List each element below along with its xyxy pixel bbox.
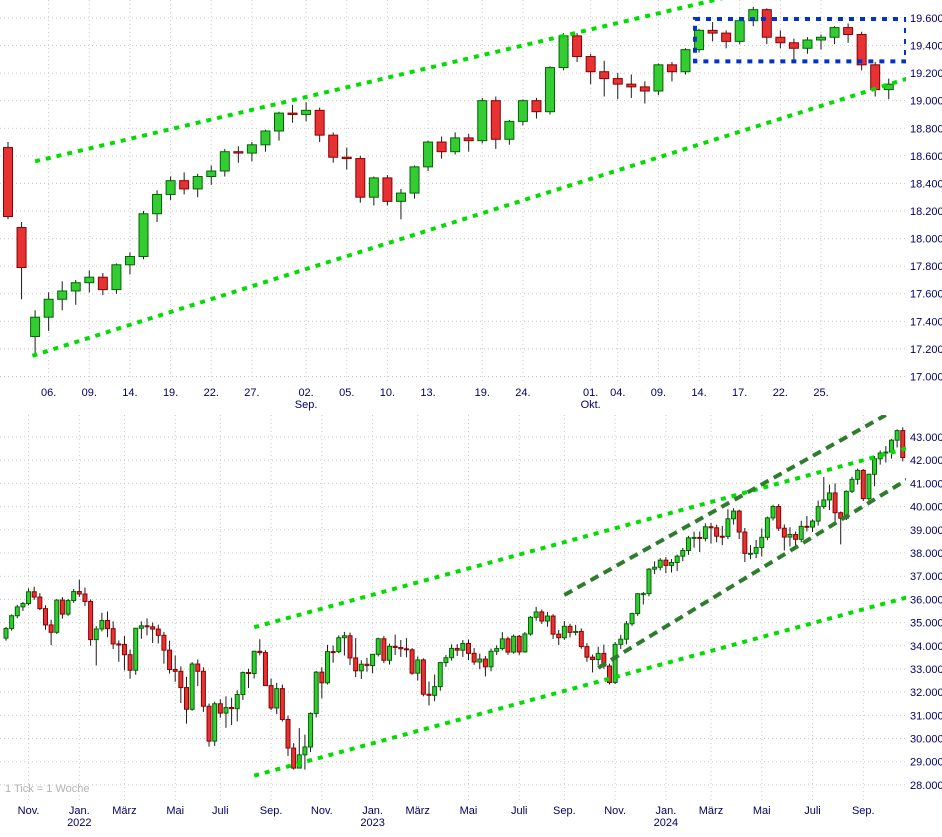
svg-text:17.600: 17.600 [910,289,942,301]
svg-text:Mai: Mai [166,805,184,817]
svg-text:14.: 14. [122,387,137,399]
svg-text:Nov.: Nov. [18,805,40,817]
svg-text:Mai: Mai [460,805,478,817]
svg-text:18.400: 18.400 [910,178,942,190]
svg-text:2023: 2023 [360,817,384,829]
svg-text:19.: 19. [163,387,178,399]
svg-text:05.: 05. [339,387,354,399]
svg-text:24.: 24. [515,387,530,399]
svg-text:39.000: 39.000 [910,525,942,537]
daily-candlestick-chart: 17.000 17.200 17.400 17.600 17.800 18.000 18.2… [0,0,942,411]
svg-text:Jan.: Jan. [69,805,90,817]
svg-text:27.: 27. [244,387,259,399]
svg-text:32.000: 32.000 [910,687,942,699]
svg-text:Okt.: Okt. [581,399,601,411]
svg-text:35.000: 35.000 [910,618,942,630]
daily-chart-panel: 17.000 17.200 17.400 17.600 17.800 18.000 18.2… [0,0,942,415]
svg-text:März: März [112,805,136,817]
svg-text:Nov.: Nov. [604,805,626,817]
svg-text:01.: 01. [583,387,598,399]
svg-text:22.: 22. [204,387,219,399]
svg-text:13.: 13. [420,387,435,399]
weekly-candlestick-chart: 28.000 29.000 30.000 31.000 32.000 33.000 34.0… [0,415,942,829]
svg-text:18.600: 18.600 [910,151,942,163]
svg-text:28.000: 28.000 [910,780,942,792]
tick-scale-note: 1 Tick = 1 Woche [5,783,90,795]
svg-text:18.000: 18.000 [910,234,942,246]
svg-text:34.000: 34.000 [910,641,942,653]
svg-text:33.000: 33.000 [910,664,942,676]
svg-text:Mai: Mai [753,805,771,817]
svg-text:09.: 09. [651,387,666,399]
svg-text:06.: 06. [41,387,56,399]
svg-text:März: März [699,805,723,817]
svg-text:Sep.: Sep. [852,805,875,817]
svg-text:19.000: 19.000 [910,96,942,108]
svg-text:19.400: 19.400 [910,41,942,53]
svg-text:43.000: 43.000 [910,432,942,444]
svg-text:Jan.: Jan. [655,805,676,817]
svg-text:18.200: 18.200 [910,206,942,218]
svg-text:37.000: 37.000 [910,571,942,583]
svg-text:Sep.: Sep. [553,805,576,817]
svg-text:19.200: 19.200 [910,68,942,80]
svg-text:2024: 2024 [654,817,678,829]
svg-text:Juli: Juli [511,805,528,817]
svg-text:22.: 22. [773,387,788,399]
svg-text:19.: 19. [475,387,490,399]
svg-text:19.600: 19.600 [910,13,942,25]
svg-text:Juli: Juli [212,805,229,817]
svg-text:29.000: 29.000 [910,757,942,769]
svg-text:25.: 25. [813,387,828,399]
svg-text:02.: 02. [298,387,313,399]
svg-text:18.800: 18.800 [910,123,942,135]
svg-text:09.: 09. [82,387,97,399]
svg-text:36.000: 36.000 [910,594,942,606]
svg-text:2022: 2022 [67,817,91,829]
svg-text:30.000: 30.000 [910,734,942,746]
weekly-chart-panel: 28.000 29.000 30.000 31.000 32.000 33.000 34.0… [0,415,942,837]
svg-text:17.000: 17.000 [910,371,942,383]
svg-text:Juli: Juli [804,805,821,817]
svg-text:42.000: 42.000 [910,455,942,467]
svg-text:41.000: 41.000 [910,478,942,490]
svg-text:Nov.: Nov. [311,805,333,817]
svg-text:Jan.: Jan. [362,805,383,817]
svg-text:17.800: 17.800 [910,261,942,273]
svg-text:31.000: 31.000 [910,710,942,722]
svg-text:Sep.: Sep. [295,399,318,411]
svg-text:14.: 14. [691,387,706,399]
svg-text:17.: 17. [732,387,747,399]
svg-text:Sep.: Sep. [260,805,283,817]
svg-text:17.200: 17.200 [910,344,942,356]
svg-text:März: März [405,805,429,817]
svg-text:10.: 10. [380,387,395,399]
svg-text:38.000: 38.000 [910,548,942,560]
svg-text:04.: 04. [610,387,625,399]
svg-text:17.400: 17.400 [910,316,942,328]
svg-text:40.000: 40.000 [910,502,942,514]
